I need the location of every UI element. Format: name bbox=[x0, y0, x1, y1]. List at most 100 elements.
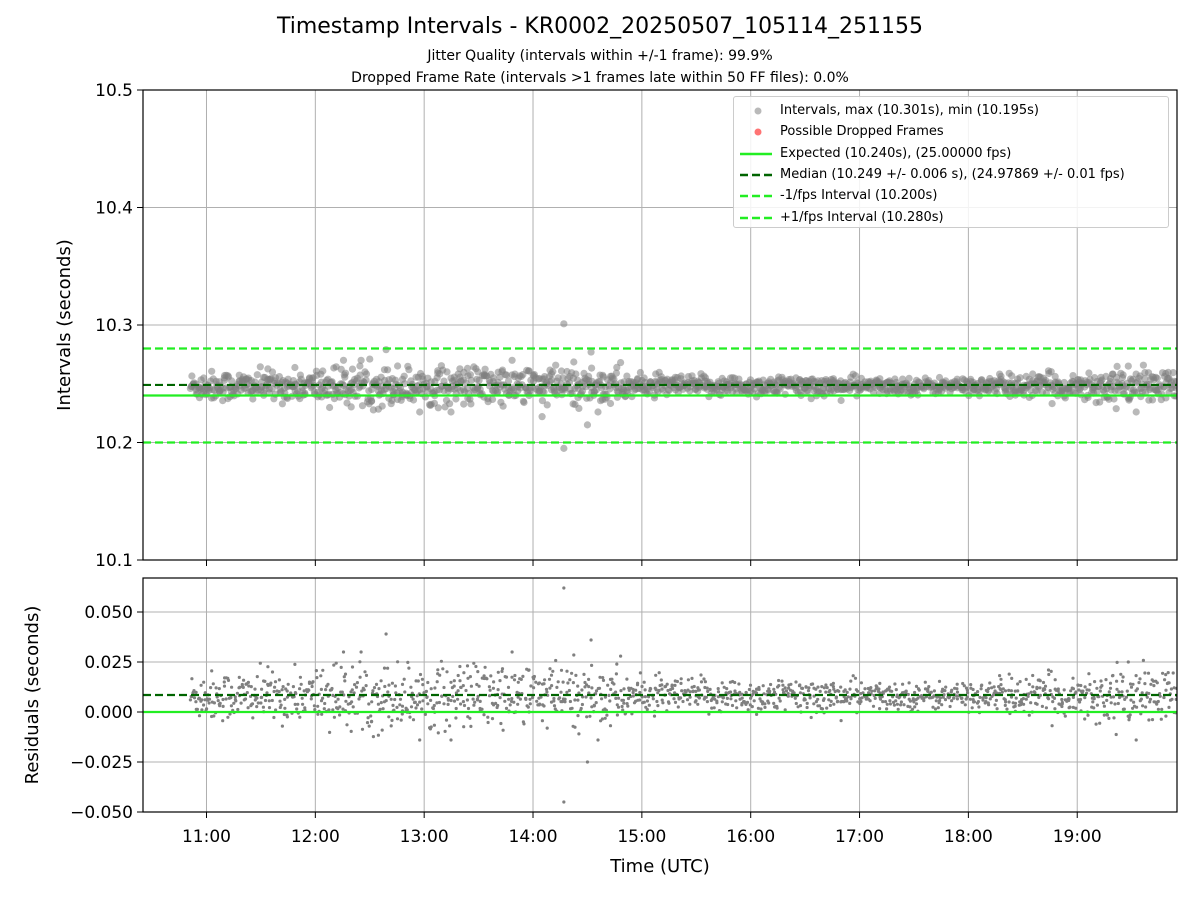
residual-point bbox=[1146, 671, 1151, 675]
residual-point bbox=[761, 684, 765, 688]
residual-point bbox=[226, 676, 230, 680]
residual-point bbox=[349, 729, 353, 734]
y-tick-label: −0.050 bbox=[70, 803, 133, 823]
residual-point bbox=[298, 715, 302, 719]
residual-point bbox=[500, 667, 505, 671]
residual-point bbox=[1031, 685, 1035, 689]
residual-point bbox=[212, 701, 216, 705]
x-tick-label: 16:00 bbox=[726, 827, 775, 847]
residual-point bbox=[822, 697, 826, 701]
residual-point bbox=[371, 689, 375, 693]
residual-point bbox=[767, 701, 771, 705]
residual-point bbox=[442, 702, 446, 706]
residual-point bbox=[588, 714, 592, 718]
residual-point bbox=[1092, 697, 1096, 701]
residual-point bbox=[563, 697, 567, 701]
residual-point bbox=[299, 682, 303, 686]
residual-point bbox=[383, 684, 387, 689]
residual-point bbox=[1166, 681, 1170, 685]
residual-point bbox=[601, 676, 605, 680]
residual-point bbox=[560, 700, 564, 704]
residual-point bbox=[825, 706, 829, 710]
residual-point bbox=[316, 704, 320, 708]
residual-point bbox=[233, 697, 237, 702]
interval-point bbox=[362, 370, 371, 378]
residual-point bbox=[454, 706, 458, 711]
residual-point bbox=[228, 712, 232, 716]
residual-point bbox=[269, 681, 273, 685]
residual-point bbox=[414, 706, 418, 710]
residual-point bbox=[1099, 679, 1103, 683]
residual-point bbox=[307, 688, 311, 692]
residual-point bbox=[528, 697, 532, 701]
residual-point bbox=[280, 688, 284, 692]
residual-point bbox=[1043, 687, 1047, 692]
residual-point bbox=[391, 703, 395, 708]
interval-point bbox=[1112, 405, 1120, 413]
x-tick-label: 15:00 bbox=[617, 827, 666, 847]
interval-point bbox=[208, 367, 216, 375]
interval-point bbox=[362, 376, 370, 384]
legend-entry: +1/fps Interval (10.280s) bbox=[734, 208, 1168, 229]
residual-point bbox=[818, 689, 822, 694]
residual-point bbox=[902, 695, 907, 699]
residual-point bbox=[483, 665, 487, 669]
residual-point bbox=[1139, 697, 1143, 701]
residual-point bbox=[412, 700, 417, 705]
residual-point bbox=[816, 697, 820, 701]
residual-point bbox=[315, 676, 319, 680]
residual-point bbox=[745, 700, 750, 705]
residual-point bbox=[270, 670, 275, 674]
residual-point bbox=[516, 695, 520, 699]
residual-point bbox=[381, 707, 385, 711]
residual-point bbox=[432, 703, 436, 708]
residual-point bbox=[1125, 689, 1129, 693]
y-tick-label: 10.1 bbox=[95, 551, 133, 571]
interval-point bbox=[1016, 374, 1024, 382]
residual-point bbox=[387, 715, 391, 719]
interval-point bbox=[572, 370, 580, 378]
residual-point bbox=[498, 696, 502, 700]
residual-point bbox=[567, 688, 572, 693]
residual-point bbox=[354, 685, 359, 689]
residual-point bbox=[610, 677, 614, 681]
residual-point bbox=[568, 678, 572, 682]
residual-point bbox=[655, 699, 659, 704]
residual-point bbox=[311, 680, 315, 684]
residual-point bbox=[798, 704, 803, 708]
residual-point bbox=[947, 695, 952, 699]
interval-point bbox=[606, 399, 615, 408]
residual-point bbox=[614, 696, 618, 701]
residual-point bbox=[562, 800, 566, 804]
residual-point bbox=[798, 683, 802, 687]
residual-point bbox=[601, 678, 606, 683]
residual-point bbox=[716, 687, 720, 691]
residual-point bbox=[422, 691, 426, 695]
residual-point bbox=[528, 702, 532, 706]
chart-title: Timestamp Intervals - KR0002_20250507_10… bbox=[276, 14, 924, 39]
residual-point bbox=[267, 706, 272, 710]
interval-point bbox=[268, 368, 277, 376]
residual-point bbox=[1088, 682, 1092, 687]
residual-point bbox=[444, 718, 449, 722]
residual-point bbox=[374, 682, 379, 687]
y-tick-label: 10.3 bbox=[95, 316, 133, 336]
residual-point bbox=[411, 718, 416, 722]
residual-point bbox=[849, 679, 853, 683]
legend-swatch bbox=[754, 107, 762, 115]
residual-point bbox=[1009, 689, 1014, 693]
residual-point bbox=[816, 685, 820, 689]
residual-point bbox=[552, 704, 557, 708]
residual-point bbox=[549, 673, 554, 677]
residual-point bbox=[222, 684, 227, 688]
residual-point bbox=[480, 707, 484, 711]
residual-point bbox=[1140, 691, 1144, 695]
residual-point bbox=[784, 689, 789, 693]
residual-point bbox=[490, 717, 495, 721]
residuals-panel: −0.050 −0.025 0.000 0.025 0.050 11:00 12:00 13:… bbox=[22, 577, 1178, 877]
residual-point bbox=[769, 682, 773, 687]
residual-point bbox=[379, 679, 383, 683]
residual-point bbox=[1074, 706, 1078, 710]
residual-point bbox=[559, 690, 563, 694]
residual-point bbox=[221, 697, 225, 702]
